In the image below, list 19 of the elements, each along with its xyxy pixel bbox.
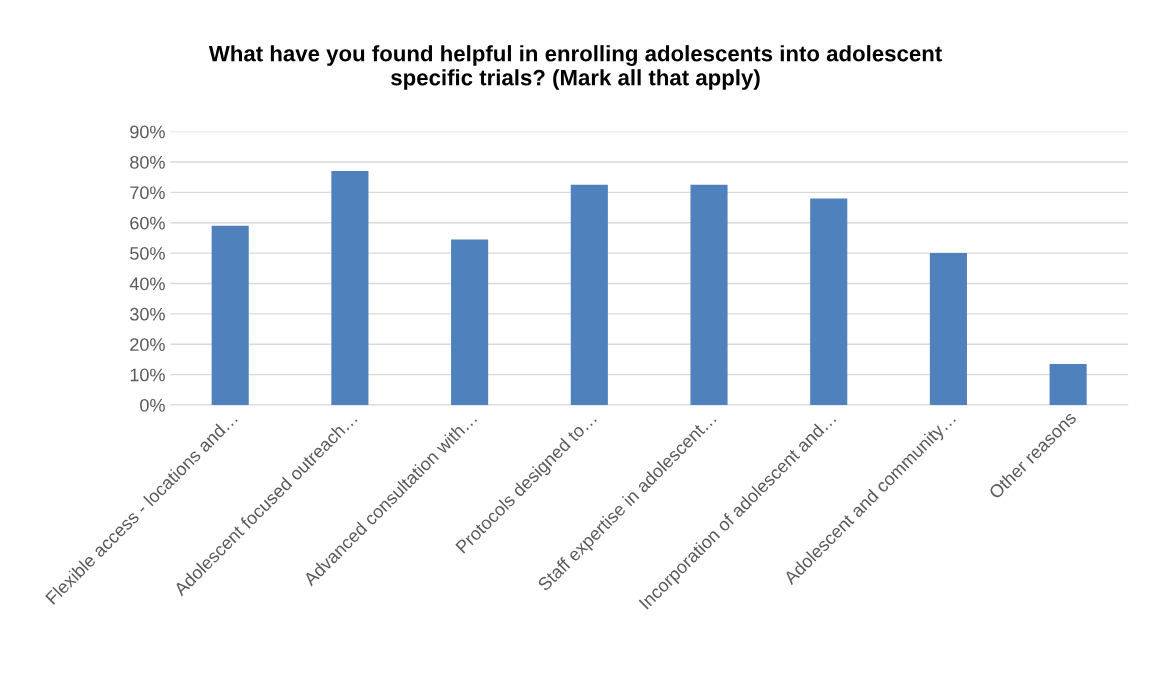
y-tick-label: 30% <box>130 307 165 321</box>
bar <box>331 171 369 405</box>
y-tick-label: 80% <box>130 155 165 169</box>
bar <box>929 253 967 405</box>
y-tick-label: 60% <box>130 216 165 230</box>
bar <box>690 184 728 405</box>
bar <box>211 225 249 405</box>
chart-title: What have you found helpful in enrolling adolescents into adolescent specific trials? (Mark all that apply) <box>208 45 942 90</box>
y-tick-label: 10% <box>130 368 165 382</box>
y-tick-label: 0% <box>140 398 165 412</box>
bar <box>570 184 608 405</box>
bar <box>1049 363 1087 405</box>
y-tick-label: 20% <box>130 338 165 351</box>
bar <box>810 198 848 405</box>
y-tick-label: 70% <box>130 186 165 200</box>
y-tick-label: 90% <box>130 125 165 139</box>
bar <box>451 239 489 405</box>
y-tick-label: 40% <box>129 277 165 291</box>
y-tick-label: 50% <box>130 247 165 260</box>
